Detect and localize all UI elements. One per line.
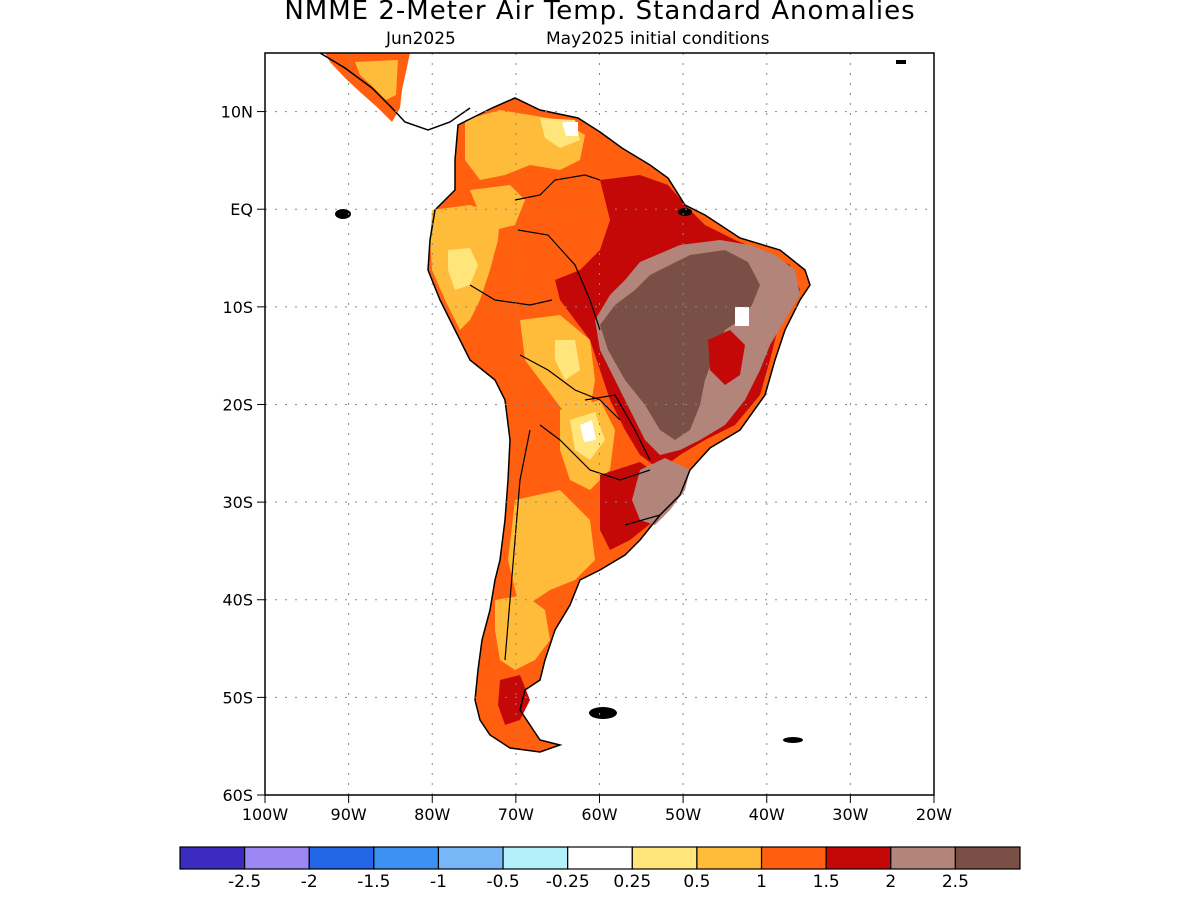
colorbar-label: -1 (430, 872, 447, 892)
forecast-month: Jun2025 (386, 29, 456, 49)
lat-label: 10N (221, 103, 253, 122)
falkland-islands (589, 707, 617, 719)
argentina-warm (508, 490, 595, 610)
colorbar (179, 846, 1021, 870)
lon-label: 80W (414, 805, 450, 824)
caribbean-white (562, 122, 578, 136)
colorbar-label: 2 (885, 872, 896, 892)
colorbar-label: -2 (301, 872, 318, 892)
colorbar-swatch (954, 846, 1021, 870)
lon-label: 100W (242, 805, 289, 824)
colorbar-label: 1 (756, 872, 767, 892)
colorbar-swatch (502, 846, 569, 870)
lat-labels: 10N EQ 10S 20S 30S 40S 50S 60S (221, 103, 253, 805)
anomaly-fill (325, 53, 810, 752)
ecuador-peru-light (448, 248, 478, 290)
brazil-brown (600, 250, 760, 440)
southeast-mauve (632, 458, 690, 525)
colorbar-swatch (760, 846, 827, 870)
lon-label: 90W (331, 805, 367, 824)
borders (469, 174, 661, 661)
colorbar-swatch (890, 846, 956, 870)
colorbar-label: 2.5 (942, 872, 969, 892)
colorbar-label: -2.5 (228, 872, 261, 892)
map-title: NMME 2-Meter Air Temp. Standard Anomalie… (284, 0, 916, 26)
colorbar-label: -0.5 (486, 872, 519, 892)
colorbar-swatch (825, 846, 892, 870)
colorbar-label: 1.5 (813, 872, 840, 892)
lat-label: 20S (222, 395, 253, 414)
colombia-warm (470, 185, 525, 230)
islands (335, 60, 906, 743)
colorbar-label: 0.25 (613, 872, 651, 892)
lon-label: 30W (832, 805, 868, 824)
chaco-white (580, 420, 596, 442)
colorbar-label: 0.5 (683, 872, 710, 892)
initial-conditions: May2025 initial conditions (546, 29, 770, 49)
northeast-white (735, 307, 749, 326)
colorbar-swatch (631, 846, 698, 870)
colorbar-labels: -2.5 -2 -1.5 -1 -0.5 -0.25 0.25 0.5 1 1.5 2 2.5 (228, 872, 969, 892)
lon-label: 20W (916, 805, 952, 824)
gridlines (265, 53, 934, 795)
colorbar-swatch (308, 846, 375, 870)
south-america-coast (427, 97, 811, 753)
lat-label: EQ (230, 200, 253, 219)
lon-label: 70W (498, 805, 534, 824)
lon-label: 50W (665, 805, 701, 824)
colorbar-swatch (696, 846, 763, 870)
marajo-island (678, 208, 692, 216)
lat-label: 10S (222, 298, 253, 317)
lon-label: 40W (749, 805, 785, 824)
colorbar-swatch (437, 846, 504, 870)
colorbar-swatch (244, 846, 310, 870)
altiplano-warm (520, 315, 595, 420)
small-island (896, 60, 906, 64)
lon-label: 60W (581, 805, 617, 824)
galapagos (335, 209, 351, 219)
central-america-coast (319, 53, 471, 131)
central-america-warm (355, 60, 398, 100)
altiplano-light (555, 340, 580, 380)
colorbar-label: -0.25 (546, 872, 590, 892)
colorbar-swatch (179, 846, 246, 870)
map-frame (264, 52, 935, 796)
lat-label: 30S (222, 493, 253, 512)
lon-labels: 100W 90W 80W 70W 60W 50W 40W 30W 20W (242, 805, 952, 824)
coastlines (319, 53, 811, 753)
lat-label: 40S (222, 591, 253, 610)
colorbar-swatch (373, 846, 440, 870)
colorbar-label: -1.5 (357, 872, 390, 892)
northeast-red (708, 330, 745, 385)
south-georgia (783, 737, 803, 743)
lat-label: 50S (222, 688, 253, 707)
colorbar-swatch (567, 846, 633, 870)
lat-label: 60S (222, 786, 253, 805)
axis-ticks (257, 111, 935, 803)
